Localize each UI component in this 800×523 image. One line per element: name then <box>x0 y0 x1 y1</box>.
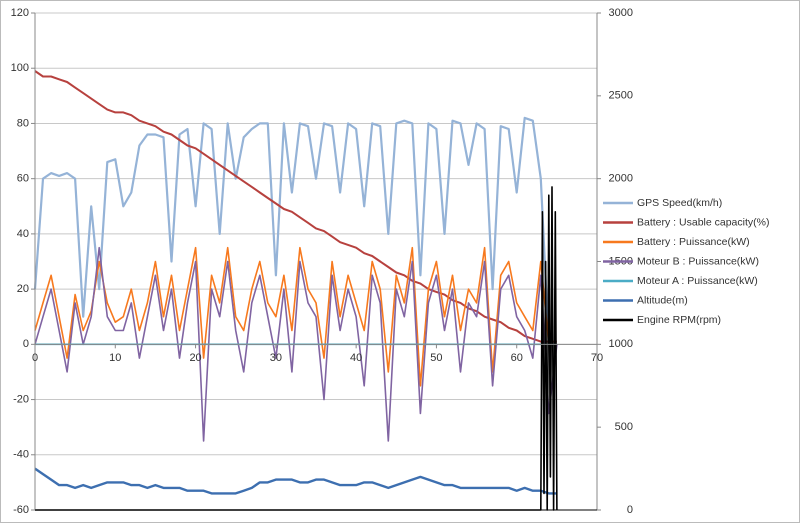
axes: -60-40-200204060801001200500100015002000… <box>11 7 633 516</box>
y-tick-label: 60 <box>17 173 29 185</box>
y2-tick-label: 2500 <box>609 90 633 102</box>
legend-label: GPS Speed(km/h) <box>637 197 722 209</box>
series-line <box>34 246 558 442</box>
y-tick-label: -40 <box>13 449 29 461</box>
x-tick-label: 40 <box>350 352 362 364</box>
x-tick-label: 30 <box>270 352 282 364</box>
y-tick-label: 40 <box>17 228 29 240</box>
legend-label: Altitude(m) <box>637 294 688 306</box>
y-tick-label: 20 <box>17 283 29 295</box>
y2-tick-label: 3000 <box>609 7 633 19</box>
legend-label: Moteur B : Puissance(kW) <box>637 255 759 267</box>
series-line <box>35 186 558 511</box>
legend-label: Battery : Puissance(kW) <box>637 236 750 248</box>
y-tick-label: 100 <box>11 62 29 74</box>
series-line <box>33 116 557 346</box>
y2-tick-label: 0 <box>627 504 633 516</box>
series-line <box>34 70 557 343</box>
x-tick-label: 10 <box>109 352 121 364</box>
y-tick-label: 80 <box>17 117 29 129</box>
x-tick-label: 70 <box>591 352 603 364</box>
series-line <box>34 467 557 495</box>
plot <box>33 70 558 511</box>
y-tick-label: 120 <box>11 7 29 19</box>
series-line <box>34 246 557 387</box>
x-tick-label: 20 <box>189 352 201 364</box>
y-tick-label: 0 <box>23 338 29 350</box>
legend-label: Engine RPM(rpm) <box>637 314 721 326</box>
legend-label: Battery : Usable capacity(%) <box>637 216 769 228</box>
x-tick-label: 60 <box>511 352 523 364</box>
y2-tick-label: 500 <box>615 421 633 433</box>
y2-tick-label: 1000 <box>609 338 633 350</box>
y2-tick-label: 2000 <box>609 173 633 185</box>
y-tick-label: -20 <box>13 393 29 405</box>
legend: GPS Speed(km/h) Battery : Usable capacity… <box>603 197 769 326</box>
x-tick-label: 0 <box>32 352 38 364</box>
y-tick-label: -60 <box>13 504 29 516</box>
x-tick-label: 50 <box>430 352 442 364</box>
legend-label: Moteur A : Puissance(kW) <box>637 275 758 287</box>
